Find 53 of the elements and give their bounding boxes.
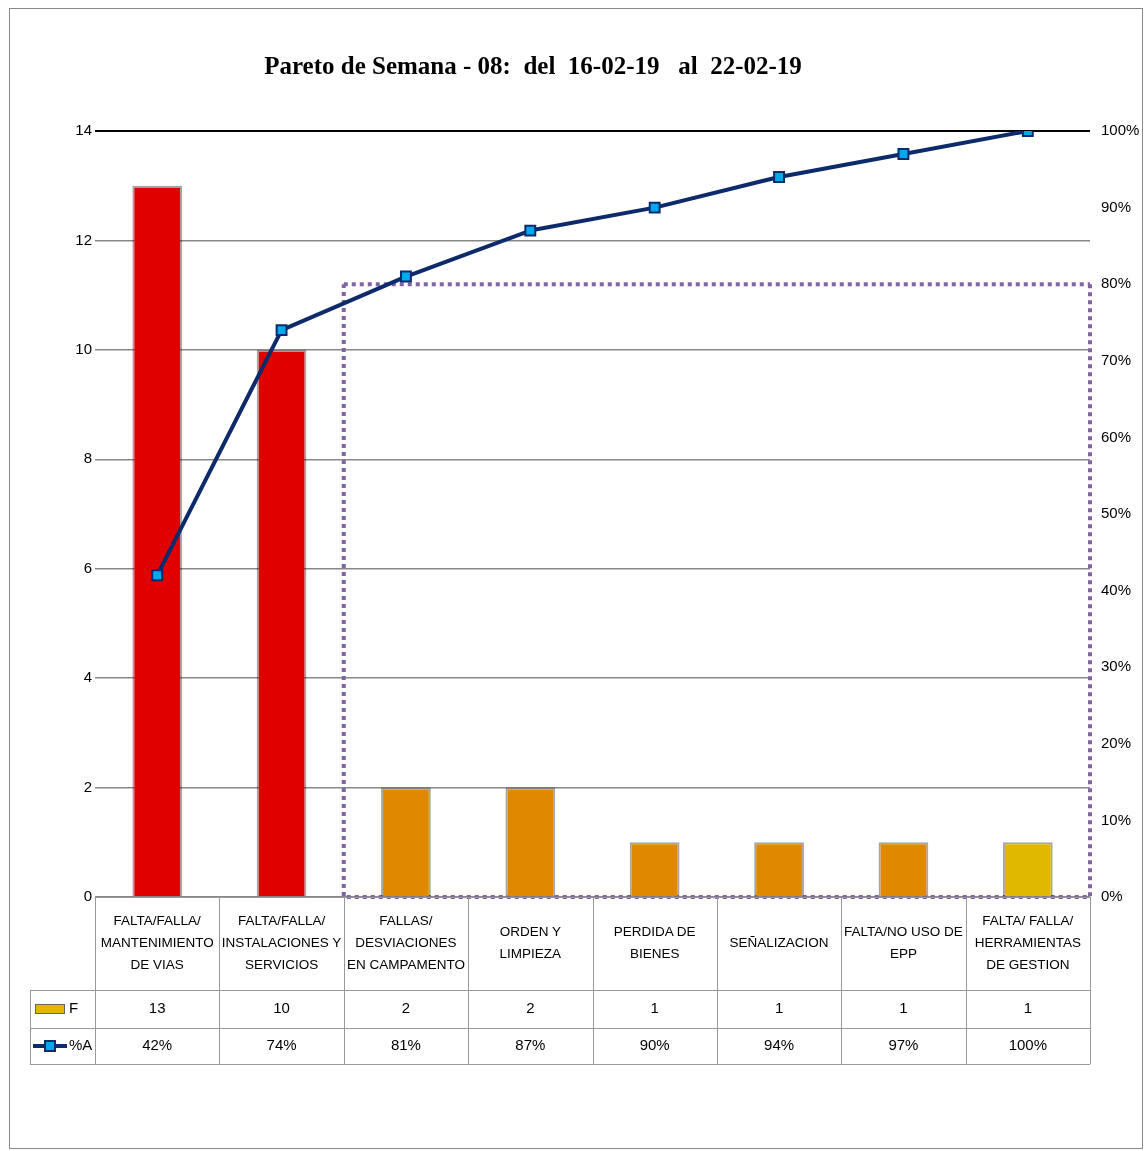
y2-tick-label: 40% <box>1101 580 1132 598</box>
x-tick-label: FALTA/FALLA/ INSTALACIONES Y SERVICIOS <box>221 913 342 973</box>
legend-label: %A <box>69 1036 93 1054</box>
x-tick-label: FALTA/FALLA/ MANTENIMIENTO DE VIAS <box>100 913 214 973</box>
data-label: 42% <box>142 1036 173 1054</box>
y2-tick-label: 0% <box>1101 887 1123 905</box>
data-label: 74% <box>266 1036 297 1054</box>
data-label: 100% <box>1008 1036 1047 1054</box>
y2-tick-label: 30% <box>1101 657 1132 675</box>
y-tick-label: 2 <box>83 777 92 795</box>
data-label: 97% <box>888 1036 919 1054</box>
point <box>648 201 661 214</box>
y2-tick-label: 70% <box>1101 350 1132 368</box>
x-tick-label: SEÑALIZACION <box>729 935 829 951</box>
point <box>773 171 786 183</box>
y-tick-label: 14 <box>75 121 92 139</box>
point <box>399 270 412 283</box>
data-label: 10 <box>273 999 290 1017</box>
y2-tick-label: 50% <box>1101 504 1132 522</box>
y2-tick-label: 90% <box>1101 197 1132 215</box>
data-label: 13 <box>148 999 166 1017</box>
y-tick-label: 0 <box>83 887 92 905</box>
y-tick-label: 8 <box>83 449 92 467</box>
legend-label: F <box>69 999 79 1017</box>
y2-tick-label: 20% <box>1101 733 1132 751</box>
y2-tick-label: 100% <box>1101 121 1140 139</box>
data-label: 87% <box>515 1036 546 1054</box>
y2-tick-label: 60% <box>1101 427 1132 445</box>
chart-title: Pareto de Semana - 08: del 16-02-19 al 22-02-19 <box>264 52 802 80</box>
y-tick-label: 4 <box>83 668 92 686</box>
point <box>897 148 910 160</box>
data-label: 1 <box>1023 999 1032 1017</box>
data-label: 90% <box>639 1036 670 1054</box>
data-label: 81% <box>390 1036 421 1054</box>
y-tick-label: 12 <box>75 230 92 248</box>
x-tick-label: FALTA/NO USO DE EPP <box>844 924 963 962</box>
y-tick-label: 10 <box>75 340 92 357</box>
y-tick-label: 6 <box>83 558 92 576</box>
data-label: 1 <box>774 999 784 1017</box>
point <box>275 324 288 337</box>
y2-tick-label: 10% <box>1101 810 1132 828</box>
data-label: 94% <box>764 1036 795 1054</box>
point <box>151 569 164 582</box>
x-tick-label: ORDEN Y LIMPIEZA <box>499 924 562 962</box>
data-label: 1 <box>650 999 659 1017</box>
point <box>524 224 537 237</box>
data-label: 1 <box>899 999 908 1017</box>
x-tick-label: PERDIDA DE BIENES <box>613 924 696 962</box>
data-label: 2 <box>401 999 411 1017</box>
x-tick-label: FALTA/ FALLA/ HERRAMIENTAS DE GESTION <box>974 913 1081 973</box>
y2-tick-label: 80% <box>1101 274 1132 292</box>
data-label: 2 <box>526 999 535 1017</box>
x-tick-label: FALLAS/ DESVIACIONES EN CAMPAMENTO <box>346 913 465 973</box>
